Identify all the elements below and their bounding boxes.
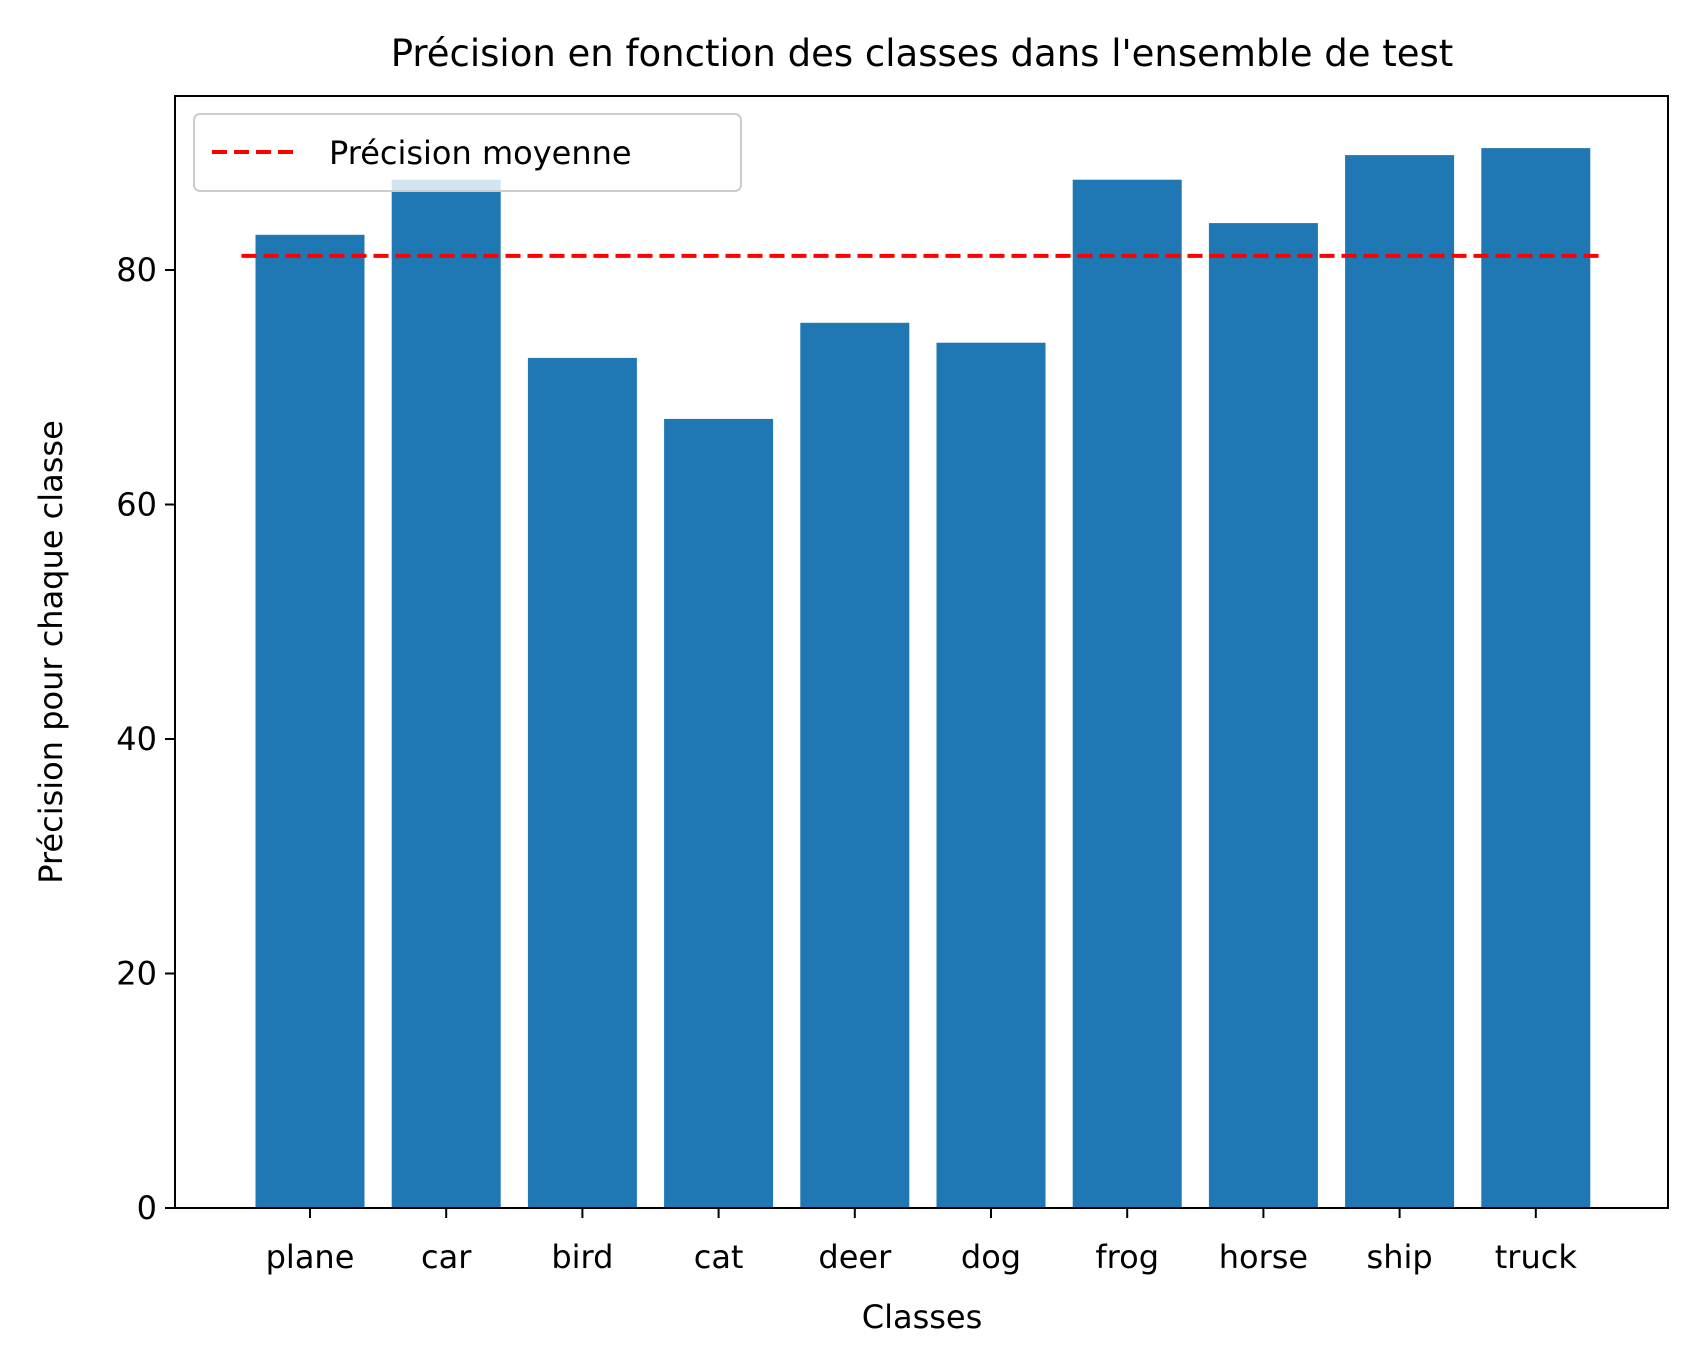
bar-truck: [1481, 148, 1591, 1209]
y-tick-label-40: 40: [116, 720, 157, 758]
y-tick-label-20: 20: [116, 955, 157, 993]
x-tick-label-plane: plane: [266, 1238, 355, 1276]
bar-dog: [936, 342, 1046, 1208]
x-tick-label-ship: ship: [1367, 1238, 1433, 1276]
x-tick-label-cat: cat: [694, 1238, 744, 1276]
plot-frame: [174, 95, 1669, 1209]
x-tick-label-car: car: [421, 1238, 472, 1276]
x-tick-label-bird: bird: [551, 1238, 613, 1276]
bar-bird: [527, 357, 637, 1208]
x-axis: plane car bird cat deer dog frog horse ship truck: [266, 1208, 1578, 1276]
y-tick-label-0: 0: [137, 1189, 157, 1227]
x-axis-label: Classes: [862, 1298, 983, 1336]
legend-box: [193, 113, 742, 192]
bars-group: [255, 148, 1591, 1209]
legend: Précision moyenne: [193, 113, 742, 192]
bar-car: [391, 179, 501, 1209]
bar-plane: [255, 234, 365, 1209]
bar-frog: [1072, 179, 1182, 1209]
bar-cat: [664, 418, 774, 1208]
x-tick-label-horse: horse: [1219, 1238, 1308, 1276]
y-tick-label-80: 80: [116, 251, 157, 289]
legend-mean-label: Précision moyenne: [329, 134, 632, 172]
bar-horse: [1208, 223, 1318, 1209]
bar-ship: [1345, 155, 1455, 1209]
y-axis: 0 20 40 60 80: [116, 251, 175, 1227]
x-tick-label-truck: truck: [1495, 1238, 1578, 1276]
x-tick-label-dog: dog: [961, 1238, 1021, 1276]
y-axis-label: Précision pour chaque classe: [32, 420, 70, 884]
x-tick-label-deer: deer: [818, 1238, 892, 1276]
y-tick-label-60: 60: [116, 486, 157, 524]
chart-title: Précision en fonction des classes dans l…: [391, 32, 1454, 75]
bar-deer: [800, 322, 910, 1208]
x-tick-label-frog: frog: [1095, 1238, 1159, 1276]
